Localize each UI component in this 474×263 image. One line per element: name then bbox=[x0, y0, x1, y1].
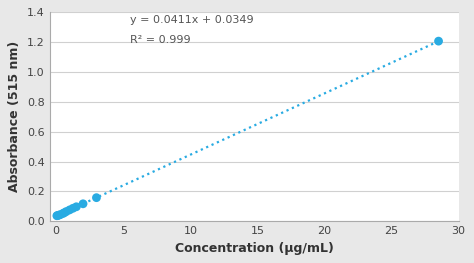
Point bbox=[55, 213, 63, 217]
Point bbox=[54, 214, 61, 218]
Point bbox=[66, 208, 73, 212]
Point bbox=[53, 214, 61, 218]
Y-axis label: Absorbance (515 nm): Absorbance (515 nm) bbox=[9, 41, 21, 193]
Point bbox=[56, 213, 64, 217]
Point bbox=[73, 205, 80, 209]
Point bbox=[79, 202, 87, 206]
Point bbox=[61, 211, 68, 215]
Point bbox=[92, 196, 100, 200]
Text: y = 0.0411x + 0.0349: y = 0.0411x + 0.0349 bbox=[130, 15, 254, 25]
Point bbox=[435, 39, 442, 43]
Point bbox=[63, 209, 70, 214]
Point bbox=[59, 211, 67, 216]
Point bbox=[69, 206, 77, 210]
Text: R² = 0.999: R² = 0.999 bbox=[130, 35, 191, 45]
X-axis label: Concentration (μg/mL): Concentration (μg/mL) bbox=[174, 242, 334, 255]
